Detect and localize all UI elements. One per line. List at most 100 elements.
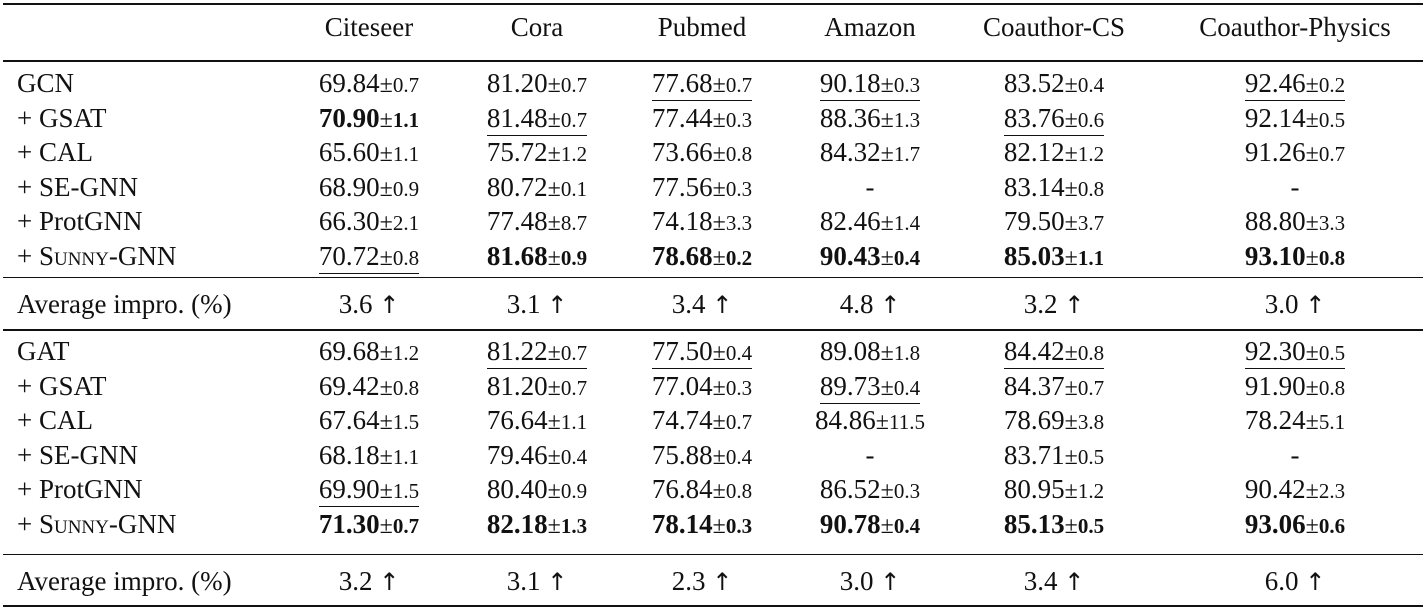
mean-value: 67.64 (318, 405, 380, 436)
plus-minus-sign: ± (379, 443, 393, 470)
mean-value: 78.69 (1003, 405, 1065, 436)
column-header: Cora (510, 12, 564, 42)
std-value: 0.5 (1318, 107, 1346, 132)
std-value: 1.2 (392, 341, 420, 365)
cell-value: 90.42±2.3 (1245, 474, 1345, 506)
plus-minus-sign: ± (712, 478, 726, 505)
average-improvement-cell: 3.0 ↑ (1167, 287, 1423, 321)
row-label: + ProtGNN (17, 474, 143, 505)
plus-minus-sign: ± (379, 245, 393, 271)
table-cell: 89.73±0.4 (793, 369, 947, 404)
cell-value: 93.10±0.8 (1245, 241, 1345, 273)
std-value: 0.2 (725, 246, 753, 270)
cell-value: 85.03±1.1 (1004, 241, 1104, 273)
std-value: 5.1 (1318, 410, 1346, 435)
plus-minus-sign: ± (547, 72, 561, 98)
mean-value: 85.13 (1003, 509, 1065, 539)
mean-value: 79.50 (1003, 206, 1065, 237)
plus-minus-sign: ± (1064, 409, 1078, 436)
cell-value: 74.18±3.3 (652, 206, 752, 238)
improvement-value: 3.4 (1023, 566, 1065, 596)
plus-minus-sign: ± (379, 72, 393, 98)
mean-value: 93.06 (1244, 509, 1306, 539)
row-label: + GSAT (17, 102, 107, 133)
table-cell: 91.90±0.8 (1167, 369, 1423, 403)
cell-value: 91.90±0.8 (1245, 371, 1345, 403)
table-cell: 80.40±0.9 (461, 472, 613, 506)
row-label: + CAL (17, 405, 93, 436)
mean-value: 90.43 (819, 241, 881, 271)
mean-value: 77.50 (651, 336, 713, 366)
up-arrow-icon: ↑ (1064, 291, 1085, 319)
table-cell: 79.46±0.4 (461, 438, 613, 472)
plus-minus-sign: ± (1064, 106, 1078, 133)
plus-minus-sign: ± (547, 175, 561, 202)
average-improvement-cell: 3.1 ↑ (461, 564, 613, 598)
std-value: 3.8 (1077, 410, 1105, 435)
mean-value: 92.30 (1244, 336, 1306, 366)
improvement-value: 6.0 (1264, 566, 1306, 596)
std-value: 1.8 (893, 341, 921, 365)
row-label: Average impro. (%) (17, 289, 232, 319)
column-header: Amazon (824, 12, 916, 42)
std-value: 0.4 (893, 514, 921, 538)
cell-value: 69.90±1.5 (318, 474, 420, 508)
mean-value: 84.32 (819, 137, 881, 168)
table-cell: 69.90±1.5 (293, 472, 445, 508)
mean-value: 82.46 (819, 206, 881, 237)
std-value: 0.5 (1318, 341, 1346, 365)
table-cell: 85.13±0.5 (961, 507, 1147, 541)
mean-value: 93.10 (1244, 241, 1306, 271)
plus-minus-sign: ± (712, 340, 726, 366)
plus-minus-sign: ± (1305, 340, 1319, 366)
mean-value: 92.14 (1244, 102, 1306, 133)
plus-minus-sign: ± (547, 106, 561, 133)
table-cell: 80.72±0.1 (461, 170, 613, 204)
table-cell: 76.64±1.1 (461, 403, 613, 437)
mean-value: 83.71 (1003, 439, 1065, 470)
table-cell: 88.36±1.3 (793, 101, 947, 135)
table-cell: 82.46±1.4 (793, 204, 947, 238)
plus-minus-sign: ± (379, 513, 393, 539)
table-cell: 78.69±3.8 (961, 403, 1147, 437)
table-cell: 92.46±0.2 (1167, 66, 1423, 101)
table-cell: 77.68±0.7 (623, 66, 781, 101)
mean-value: 90.42 (1244, 474, 1306, 505)
plus-minus-sign: ± (1305, 478, 1319, 505)
cell-value: - (1291, 172, 1300, 202)
cell-value: 83.52±0.4 (1004, 68, 1104, 100)
cell-value: 77.44±0.3 (652, 103, 752, 135)
table-row: + CAL 67.64±1.5 76.64±1.1 74.74±0.7 84.86±11… (3, 403, 1423, 437)
mean-value: 90.78 (819, 509, 881, 539)
std-value: 1.1 (392, 107, 420, 132)
plus-minus-sign: ± (1064, 175, 1078, 202)
plus-minus-sign: ± (1305, 245, 1319, 271)
mean-value: 84.37 (1003, 370, 1065, 401)
table-cell: 78.14±0.3 (623, 507, 781, 541)
cell-value: 85.13±0.5 (1004, 509, 1104, 541)
cell-value: 81.22±0.7 (486, 336, 588, 369)
table-cell: 69.42±0.8 (293, 369, 445, 403)
cell-value: 81.20±0.7 (487, 68, 587, 100)
mean-value: 69.90 (318, 474, 380, 505)
up-arrow-icon: ↑ (712, 291, 733, 319)
mean-value: 88.80 (1244, 206, 1306, 237)
plus-minus-sign: ± (1064, 374, 1078, 401)
header-rule (3, 60, 1423, 62)
plus-minus-sign: ± (547, 245, 561, 271)
average-improvement-cell: 2.3 ↑ (623, 564, 781, 598)
table-cell: 92.14±0.5 (1167, 101, 1423, 135)
plus-minus-sign: ± (712, 210, 726, 237)
table-cell: 82.12±1.2 (961, 135, 1147, 169)
cell-value: 76.84±0.8 (652, 474, 752, 506)
std-value: 0.4 (560, 444, 588, 469)
row-label: Average impro. (%) (17, 566, 232, 596)
mean-value: 70.72 (318, 241, 380, 271)
std-value: 1.5 (392, 479, 420, 504)
table-cell: 93.10±0.8 (1167, 239, 1423, 273)
mean-value: 75.88 (651, 439, 713, 470)
mean-value: 77.48 (486, 206, 548, 237)
table-cell: 93.06±0.6 (1167, 507, 1423, 541)
plus-minus-sign: ± (379, 340, 393, 366)
cell-value: 73.66±0.8 (652, 137, 752, 169)
